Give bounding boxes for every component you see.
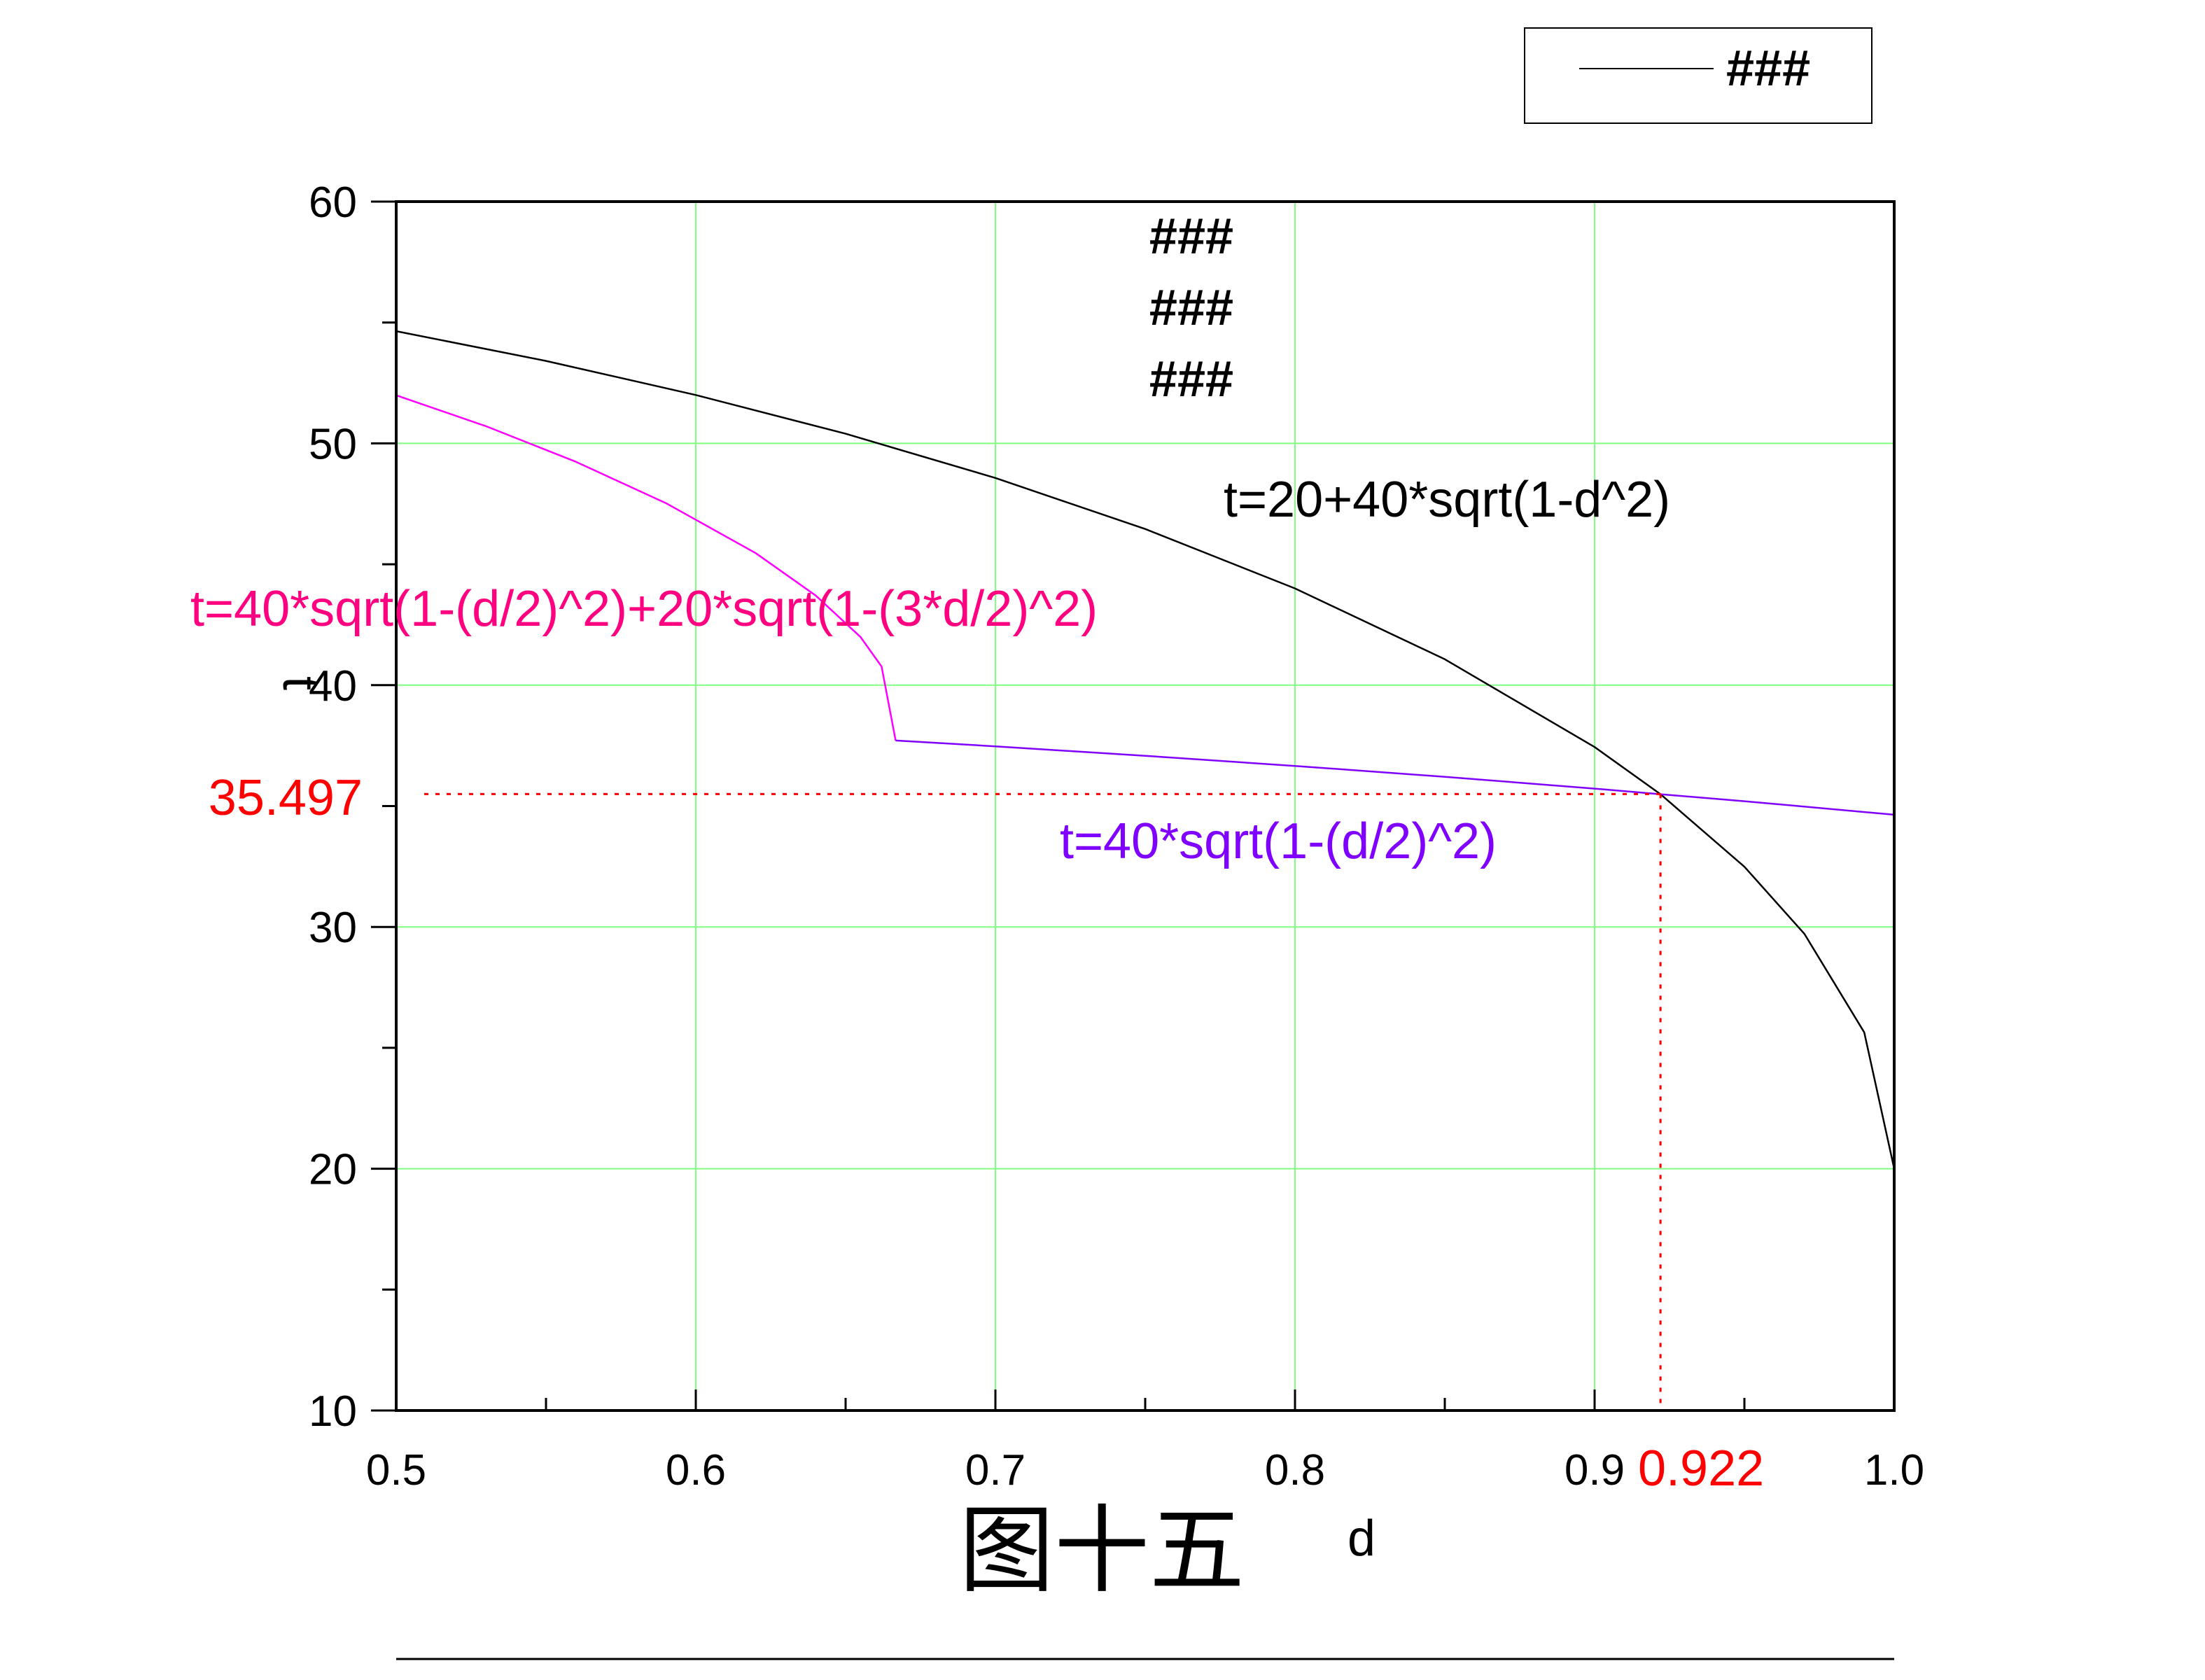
x-tick-label: 0.5 [366, 1446, 426, 1494]
legend-box [1524, 27, 1872, 124]
axis-ticks [371, 200, 1896, 1412]
curve-label-magenta: t=40*sqrt(1-(d/2)^2)+20*sqrt(1-(3*d/2)^2… [190, 581, 1098, 637]
series-line-magenta [396, 394, 897, 741]
y-tick-label: 50 [309, 420, 357, 468]
y-tick-label: 20 [309, 1146, 357, 1194]
placeholder-text-2: ### [1149, 280, 1233, 336]
curve-label-black: t=20+40*sqrt(1-d^2) [1224, 472, 1670, 528]
y-tick-label: 40 [309, 662, 357, 710]
series-line-purple [895, 739, 1895, 816]
grid [396, 202, 1894, 1410]
y-tick-label: 10 [309, 1387, 357, 1436]
intersection-guides [424, 792, 1662, 1410]
placeholder-text-3: ### [1149, 351, 1233, 407]
x-tick-label: 0.7 [965, 1446, 1026, 1494]
series-layer [396, 330, 1896, 1169]
series-line-black [396, 330, 1896, 1169]
placeholder-text-1: ### [1149, 209, 1233, 265]
intersection-y-label: 35.497 [209, 770, 363, 826]
y-tick-label: 60 [309, 178, 357, 227]
figure-caption: 图十五 [959, 1496, 1245, 1606]
x-tick-labels: 0.5 0.6 0.7 0.8 0.9 1.0 [366, 1446, 1924, 1494]
x-tick-label: 0.8 [1265, 1446, 1325, 1494]
y-tick-labels: 10 20 30 40 50 60 [309, 178, 357, 1436]
intersection-x-label: 0.922 [1638, 1441, 1764, 1497]
x-tick-label: 0.6 [666, 1446, 726, 1494]
y-axis-label: t [272, 676, 328, 690]
x-axis-label: d [1348, 1511, 1376, 1567]
x-tick-label: 1.0 [1864, 1446, 1924, 1494]
legend: ### [1524, 27, 1872, 124]
x-tick-label: 0.9 [1564, 1446, 1625, 1494]
legend-label: ### [1726, 41, 1810, 97]
plot-frame [395, 200, 1896, 1412]
y-tick-label: 30 [309, 904, 357, 952]
curve-label-purple: t=40*sqrt(1-(d/2)^2) [1060, 813, 1497, 869]
